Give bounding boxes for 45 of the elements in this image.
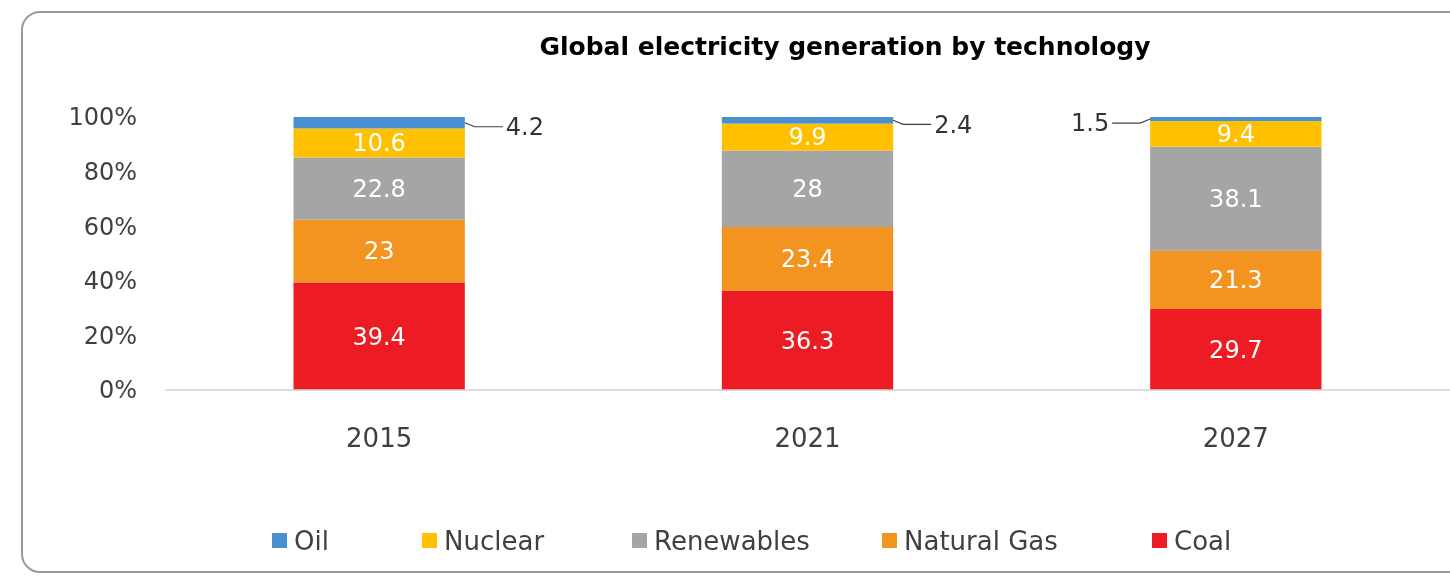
bar (293, 128, 465, 158)
bar (1150, 121, 1322, 147)
bar (293, 282, 465, 390)
data-label: 36.3 (780, 326, 835, 355)
bar (721, 117, 894, 124)
y-tick-label: 100% (68, 103, 137, 132)
data-label: 28 (792, 175, 823, 204)
data-label: 22.8 (352, 174, 406, 203)
y-tick-label: 80% (83, 158, 137, 186)
legend-label: Natural Gas (904, 526, 1058, 557)
data-label: 10.6 (352, 129, 406, 158)
legend-label: Renewables (654, 526, 810, 557)
data-label: 1.5 (1070, 109, 1110, 138)
data-label: 23 (363, 237, 395, 266)
bar (721, 227, 894, 291)
bar (721, 123, 894, 151)
bar (1150, 308, 1322, 390)
data-label: 39.4 (352, 322, 406, 351)
bar (293, 157, 465, 220)
legend-label: Oil (294, 526, 329, 557)
chart-title: Global electricity generation by technology (539, 32, 1151, 61)
x-tick-label: 2027 (1202, 423, 1269, 454)
bar (1150, 250, 1322, 309)
bar (721, 290, 894, 390)
y-tick-label: 0% (98, 376, 137, 405)
data-label: 2.4 (934, 110, 973, 139)
bar (1150, 117, 1322, 122)
legend-label: Nuclear (444, 526, 545, 557)
data-label: 9.9 (788, 123, 827, 152)
bar (293, 117, 465, 129)
data-label: 29.7 (1209, 335, 1263, 364)
bar (721, 150, 894, 228)
data-label: 21.3 (1209, 266, 1263, 295)
bar (1150, 146, 1322, 251)
x-tick-label: 2015 (346, 423, 413, 454)
y-tick-label: 60% (83, 212, 137, 241)
x-tick-label: 2021 (774, 423, 841, 454)
data-label: 38.1 (1209, 185, 1263, 214)
data-label: 4.2 (505, 113, 545, 142)
data-label: 23.4 (780, 245, 835, 274)
y-tick-label: 20% (83, 321, 137, 350)
y-tick-label: 40% (83, 267, 137, 296)
legend-label: Coal (1174, 526, 1232, 557)
bar (293, 219, 465, 283)
data-label: 9.4 (1216, 120, 1255, 149)
